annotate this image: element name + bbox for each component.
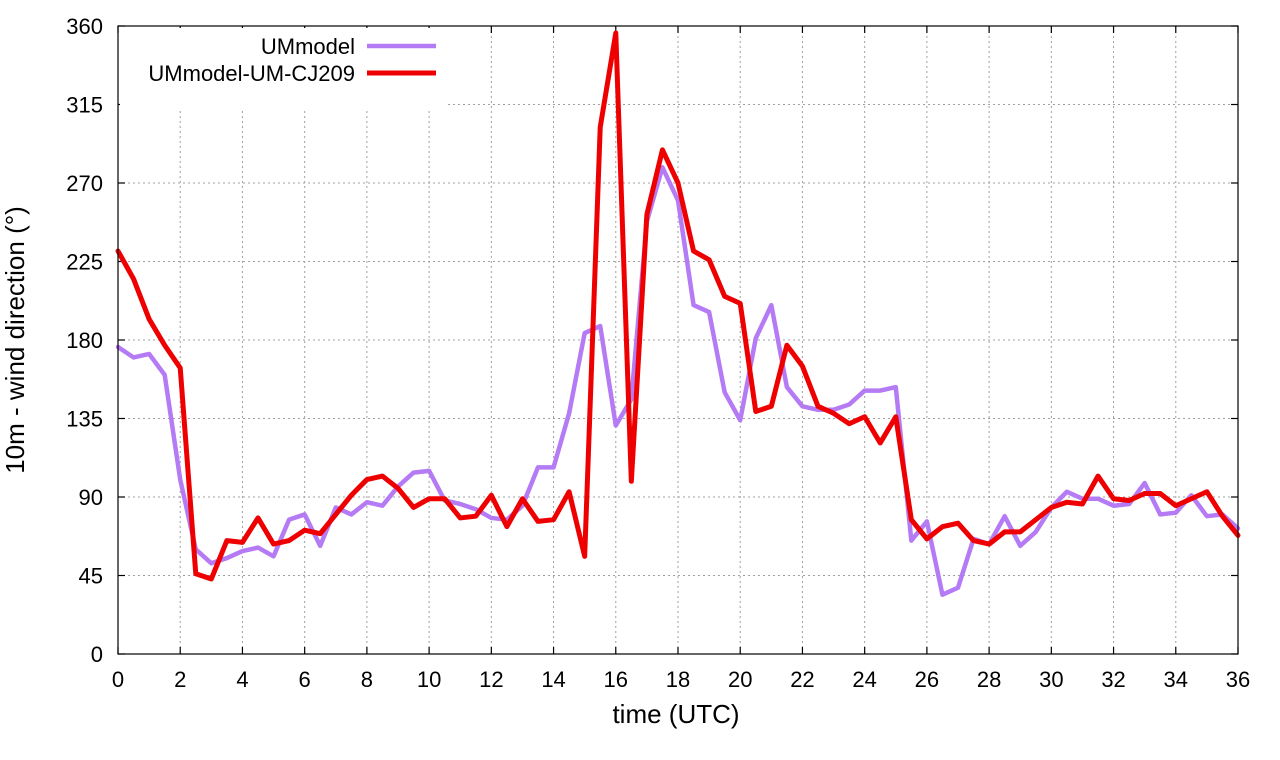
- legend-label-1: UMmodel: [261, 34, 355, 59]
- x-tick-label: 2: [174, 667, 186, 692]
- x-tick-label: 10: [417, 667, 441, 692]
- legend-label-2: UMmodel-UM-CJ209: [148, 61, 355, 86]
- y-tick-label: 270: [66, 171, 103, 196]
- y-tick-label: 45: [79, 564, 103, 589]
- x-tick-label: 8: [361, 667, 373, 692]
- x-tick-label: 6: [299, 667, 311, 692]
- y-tick-label: 315: [66, 93, 103, 118]
- x-tick-label: 32: [1101, 667, 1125, 692]
- y-tick-label: 225: [66, 250, 103, 275]
- x-tick-label: 16: [604, 667, 628, 692]
- x-tick-label: 4: [236, 667, 248, 692]
- grid-lines: [118, 26, 1238, 654]
- x-tick-label: 18: [666, 667, 690, 692]
- plot-frame: [117, 25, 1239, 655]
- x-tick-label: 30: [1039, 667, 1063, 692]
- x-tick-label: 0: [112, 667, 124, 692]
- y-tick-label: 360: [66, 14, 103, 39]
- x-tick-label: 24: [852, 667, 876, 692]
- axis-ticks: 0 2 4 6 8 10 12 14 16 18 20 22 24 26 28 30 32 34 360459013…: [66, 14, 1250, 692]
- x-axis-label: time (UTC): [612, 699, 739, 729]
- y-axis-label: 10m - wind direction (°): [0, 206, 30, 474]
- legend-background: [120, 28, 446, 108]
- x-tick-label: 20: [728, 667, 752, 692]
- y-tick-label: 180: [66, 328, 103, 353]
- series-line-2: [115, 30, 1241, 582]
- series-lines: [115, 30, 1241, 597]
- y-tick-label: 135: [66, 407, 103, 432]
- y-tick-label: 0: [91, 642, 103, 667]
- x-tick-label: 26: [915, 667, 939, 692]
- x-tick-label: 22: [790, 667, 814, 692]
- x-tick-label: 28: [977, 667, 1001, 692]
- x-tick-label: 34: [1164, 667, 1188, 692]
- x-tick-label: 12: [479, 667, 503, 692]
- y-tick-label: 90: [79, 485, 103, 510]
- x-tick-label: 14: [541, 667, 565, 692]
- x-tick-label: 36: [1226, 667, 1250, 692]
